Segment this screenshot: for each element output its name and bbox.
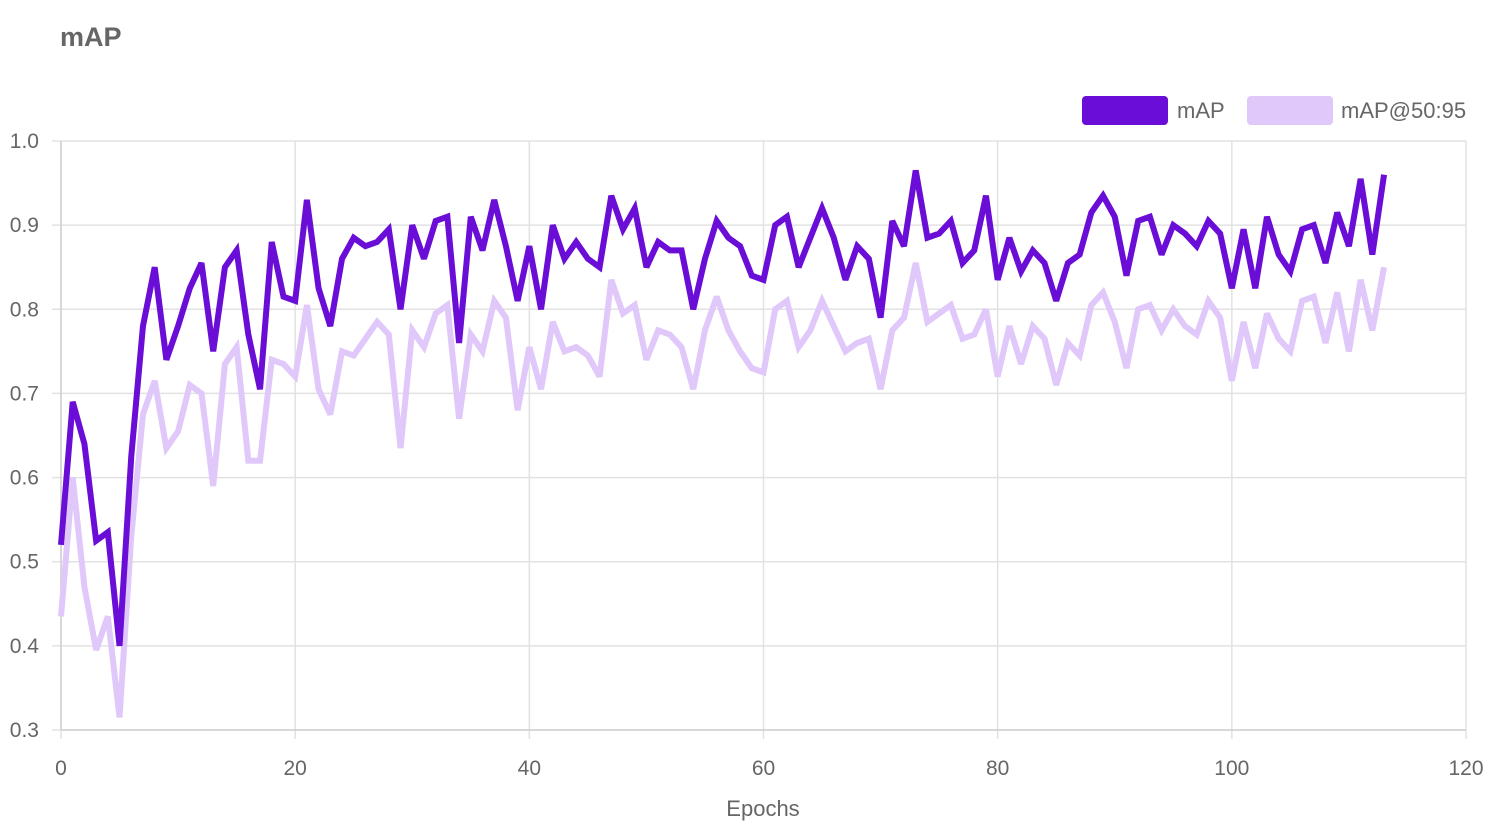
x-tick-label: 120 — [1448, 757, 1483, 780]
y-tick-label: 0.6 — [10, 467, 39, 490]
series-line-map-50-95 — [58, 262, 1387, 718]
x-tick-label: 100 — [1214, 757, 1249, 780]
series-line-map — [58, 169, 1388, 647]
legend-label: mAP@50:95 — [1341, 98, 1466, 123]
legend-swatch — [1247, 96, 1333, 125]
legend: mAP mAP@50:95 — [1082, 96, 1466, 125]
series-lines — [58, 169, 1388, 718]
y-tick-label: 0.9 — [10, 214, 39, 237]
y-tick-label: 0.8 — [10, 298, 39, 321]
x-tick-label: 60 — [752, 757, 775, 780]
chart-title: mAP — [60, 22, 122, 52]
y-tick-label: 0.3 — [10, 719, 39, 742]
x-tick-label: 20 — [283, 757, 306, 780]
x-tick-label: 40 — [518, 757, 541, 780]
x-axis-title: Epochs — [726, 796, 799, 821]
y-tick-label: 0.4 — [10, 635, 40, 658]
tick-labels: 0.3 0.4 0.5 0.6 0.7 0.8 0.9 1.0 0 20 40 60 80 100 120 — [10, 130, 1484, 780]
x-tick-label: 80 — [986, 757, 1009, 780]
grid — [52, 140, 1467, 739]
legend-label: mAP — [1177, 98, 1225, 123]
y-tick-label: 1.0 — [10, 130, 39, 153]
x-tick-label: 0 — [55, 757, 67, 780]
y-tick-label: 0.7 — [10, 382, 39, 405]
legend-swatch — [1082, 96, 1168, 125]
y-tick-label: 0.5 — [10, 551, 39, 574]
